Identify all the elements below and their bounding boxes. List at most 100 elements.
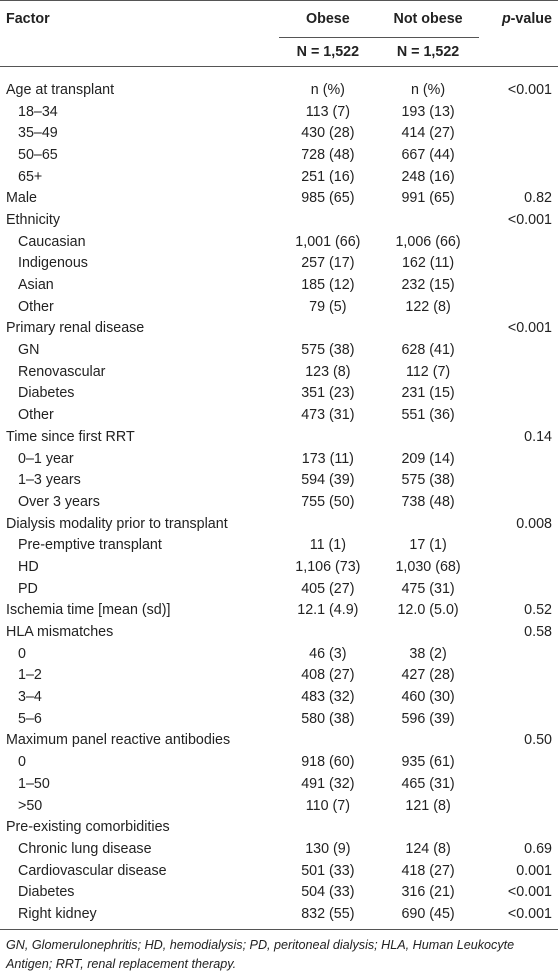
n-cell: N = 1,522 [279, 37, 377, 67]
not-obese-cell: 316 (21) [401, 884, 455, 901]
group-row: Male 985 (65) 991 (65) 0.82 [0, 187, 558, 209]
factor-cell: Diabetes [18, 385, 75, 402]
p-value-cell: <0.001 [507, 320, 552, 337]
p-value-cell [479, 166, 558, 188]
not-obese-cell [377, 426, 480, 448]
not-obese-cell [377, 816, 480, 838]
factor-cell: 1–50 [18, 775, 50, 792]
factor-cell: Ethnicity [6, 211, 61, 228]
p-value-cell [479, 231, 558, 253]
not-obese-cell: 1,006 (66) [395, 233, 461, 250]
obese-cell: 123 (8) [305, 363, 351, 380]
sub-row: 1–3 years 594 (39) 575 (38) [0, 469, 558, 491]
sub-row: 50–65 728 (48) 667 (44) [0, 144, 558, 166]
factor-cell: Over 3 years [18, 493, 100, 510]
factor-cell: HLA mismatches [6, 624, 114, 641]
factor-cell: Primary renal disease [6, 320, 145, 337]
factor-cell: Indigenous [18, 255, 88, 272]
obese-cell: 251 (16) [301, 168, 355, 185]
table-body: Age at transplant n (%) n (%) <0.001 18–34 11… [0, 67, 558, 930]
not-obese-cell: 124 (8) [405, 840, 451, 857]
factor-cell: 35–49 [18, 125, 58, 142]
not-obese-cell [377, 209, 480, 231]
not-obese-cell: 575 (38) [401, 472, 455, 489]
p-value-cell: 0.69 [524, 840, 552, 857]
factor-cell: Time since first RRT [6, 428, 135, 445]
obese-cell: n (%) [310, 81, 345, 98]
not-obese-cell: 690 (45) [376, 903, 480, 930]
obese-cell: 46 (3) [309, 645, 347, 662]
obese-cell: 832 (55) [279, 903, 377, 930]
factor-cell: Age at transplant [6, 81, 115, 98]
group-row: HLA mismatches 0.58 [0, 621, 558, 643]
not-obese-cell: 465 (31) [401, 775, 455, 792]
sub-row: Chronic lung disease 130 (9) 124 (8) 0.69 [0, 838, 558, 860]
p-value-cell: 0.52 [524, 602, 552, 619]
p-value-cell [479, 816, 558, 838]
p-value-cell [479, 534, 558, 556]
column-header: Not obese [376, 0, 480, 38]
factor-cell: 3–4 [18, 689, 42, 706]
n-row: N = 1,522 N = 1,522 [0, 37, 558, 67]
p-value-cell: 0.001 [516, 862, 552, 879]
not-obese-cell [377, 621, 480, 643]
p-value-cell [479, 556, 558, 578]
factor-cell: Dialysis modality prior to transplant [6, 515, 228, 532]
not-obese-cell: 551 (36) [401, 407, 455, 424]
not-obese-cell: 475 (31) [401, 580, 455, 597]
factor-cell: 1–3 years [18, 472, 81, 489]
obese-cell [279, 426, 377, 448]
sub-row: Other 79 (5) 122 (8) [0, 296, 558, 318]
obese-cell [279, 209, 377, 231]
obese-cell: 755 (50) [301, 493, 355, 510]
sub-row: 0 46 (3) 38 (2) [0, 643, 558, 665]
group-row: Dialysis modality prior to transplant 0.0… [0, 513, 558, 535]
sub-row: Caucasian 1,001 (66) 1,006 (66) [0, 231, 558, 253]
obese-cell: 483 (32) [301, 689, 355, 706]
not-obese-cell: 248 (16) [401, 168, 455, 185]
blank-cell [0, 37, 279, 67]
obese-cell: 594 (39) [301, 472, 355, 489]
not-obese-cell: 414 (27) [401, 125, 455, 142]
sub-row: 3–4 483 (32) 460 (30) [0, 686, 558, 708]
group-row: Primary renal disease <0.001 [0, 318, 558, 340]
p-value-cell: 0.14 [524, 428, 552, 445]
obese-cell: 580 (38) [301, 710, 355, 727]
obese-cell: 405 (27) [301, 580, 355, 597]
p-value-cell [479, 253, 558, 275]
obese-cell [279, 730, 377, 752]
factor-cell: Caucasian [18, 233, 86, 250]
sub-row: Asian 185 (12) 232 (15) [0, 274, 558, 296]
p-value-cell [479, 469, 558, 491]
obese-cell: 12.1 (4.9) [297, 602, 359, 619]
sub-row: 5–6 580 (38) 596 (39) [0, 708, 558, 730]
p-value-cell [479, 773, 558, 795]
factor-cell: 0–1 year [18, 450, 74, 467]
factor-cell: HD [18, 558, 39, 575]
factor-cell: Other [18, 298, 54, 315]
p-value-cell [479, 795, 558, 817]
factor-cell: Maximum panel reactive antibodies [6, 732, 231, 749]
p-value-cell [479, 578, 558, 600]
not-obese-cell: 162 (11) [401, 255, 455, 272]
not-obese-cell: 667 (44) [401, 146, 455, 163]
obese-cell: 257 (17) [301, 255, 355, 272]
not-obese-cell: 232 (15) [401, 277, 455, 294]
obese-cell: 173 (11) [301, 450, 354, 467]
sub-row: 65+ 251 (16) 248 (16) [0, 166, 558, 188]
p-value-cell [479, 339, 558, 361]
sub-row: PD 405 (27) 475 (31) [0, 578, 558, 600]
p-value-cell: <0.001 [507, 81, 552, 98]
obese-cell: 575 (38) [301, 342, 355, 359]
not-obese-cell: 596 (39) [401, 710, 455, 727]
not-obese-cell: 628 (41) [401, 342, 455, 359]
obese-cell: 113 (7) [305, 103, 350, 120]
p-value-cell [479, 643, 558, 665]
n-cell: N = 1,522 [376, 37, 480, 67]
factor-cell: Asian [18, 277, 54, 294]
p-value-cell [479, 144, 558, 166]
sub-row: Diabetes 351 (23) 231 (15) [0, 383, 558, 405]
not-obese-cell: 122 (8) [405, 298, 451, 315]
obese-cell: 79 (5) [309, 298, 347, 315]
